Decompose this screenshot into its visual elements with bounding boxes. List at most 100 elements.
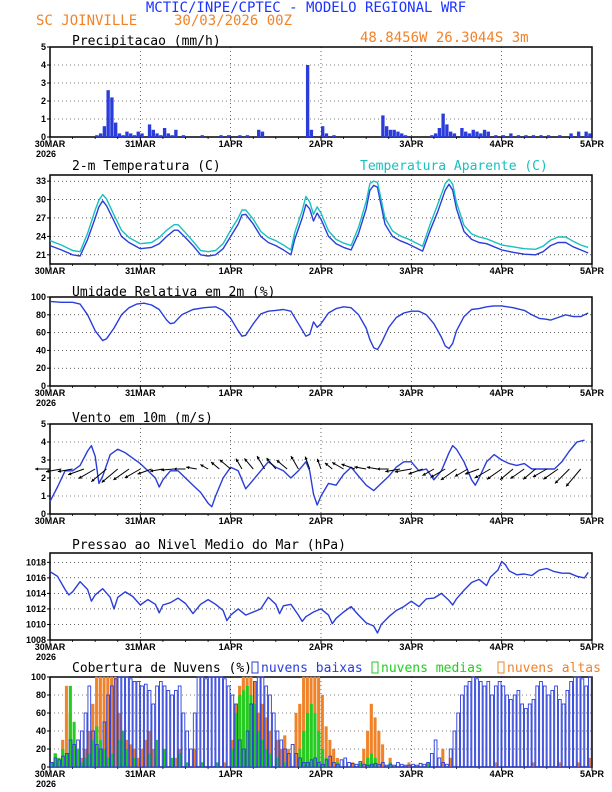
low-clouds-bar — [486, 681, 491, 768]
low-clouds-bar — [98, 748, 103, 768]
clouds-xtick-label: 5APR — [580, 769, 605, 779]
clouds-xtick-label: 3APR — [399, 769, 424, 779]
low-clouds-bar — [460, 694, 464, 768]
precip-bar — [524, 135, 528, 137]
precip-bar — [147, 124, 152, 137]
temp-xtick-label: 30MAR — [35, 266, 66, 276]
low-clouds-bar — [275, 730, 280, 768]
low-clouds-bar — [516, 690, 521, 768]
wind-arrowhead — [464, 471, 469, 475]
pressure-ytick-label: 1014 — [26, 588, 46, 598]
low-clouds-bar — [49, 762, 54, 768]
pressure-xtick-label: 3APR — [399, 642, 424, 652]
wind-arrowhead — [211, 462, 215, 466]
wind-arrowhead — [219, 459, 224, 464]
precip-ytick-label: 1 — [41, 114, 46, 124]
mid-clouds-bar — [305, 712, 310, 768]
low-clouds-bar — [539, 681, 543, 768]
temp-legend-apparent: Temperatura Aparente (C) — [360, 159, 548, 174]
temp-temp-line — [49, 183, 589, 257]
clouds-title: Cobertura de Nuvens (%) — [72, 661, 252, 676]
low-clouds-bar — [143, 683, 148, 768]
wind-arrowhead — [235, 458, 239, 463]
wind-arrowhead — [474, 475, 479, 478]
legend-label-low-clouds: nuvens baixas — [261, 661, 363, 676]
wind-arrow — [554, 468, 570, 484]
low-clouds-bar — [249, 703, 254, 768]
precip-xtick-label: 30MAR — [35, 139, 66, 149]
low-clouds-bar — [350, 762, 355, 768]
low-clouds-bar — [200, 676, 205, 768]
precip-bar — [219, 135, 223, 137]
rh-ytick-label: 100 — [31, 292, 46, 302]
wind-arrowhead — [186, 466, 190, 470]
low-clouds-bar — [222, 678, 227, 768]
rh-xtick-label: 4APR — [490, 388, 515, 398]
pressure-ytick-label: 1008 — [26, 635, 46, 645]
low-clouds-bar — [76, 739, 80, 768]
low-clouds-bar — [328, 755, 333, 768]
wind-ytick-label: 3 — [41, 455, 46, 465]
low-clouds-bar — [509, 699, 513, 768]
rh-xtick-label: 5APR — [580, 388, 605, 398]
legend-label-high-clouds: nuvens altas — [507, 661, 601, 676]
wind-arrowhead — [523, 476, 527, 480]
wind-arrowhead — [532, 474, 537, 478]
low-clouds-bar — [264, 685, 269, 768]
precip-bar — [384, 126, 389, 137]
precip-bar — [546, 135, 551, 137]
low-clouds-bar — [369, 763, 374, 768]
wind-ytick-label: 2 — [41, 473, 46, 483]
wind-arrowhead — [45, 469, 50, 473]
wind-ytick-label: 0 — [41, 509, 46, 519]
low-clouds-bar — [215, 676, 220, 768]
precip-bar — [475, 131, 479, 137]
low-clouds-bar — [493, 685, 498, 768]
precip-bar — [162, 128, 167, 137]
low-clouds-bar — [226, 685, 231, 768]
precip-ytick-label: 0 — [41, 132, 46, 142]
precip-bar — [584, 131, 588, 137]
low-clouds-bar — [520, 703, 525, 768]
wind-arrowhead — [316, 458, 320, 463]
low-clouds-bar — [441, 762, 445, 768]
precip-bar — [159, 135, 163, 137]
wind-arrowhead — [304, 456, 308, 461]
low-clouds-bar — [234, 703, 238, 768]
rh-xtick-label: 31MAR — [125, 388, 156, 398]
wind-arrowhead — [161, 468, 165, 472]
pressure-xtick-label: 2APR — [309, 642, 334, 652]
precip-bar — [448, 131, 453, 137]
precip-bar — [98, 133, 103, 137]
precip-bar — [539, 135, 543, 137]
precip-bar — [576, 131, 581, 137]
wind-arrow — [101, 468, 119, 483]
precip-year-label: 2026 — [36, 149, 56, 159]
low-clouds-bar — [57, 759, 62, 768]
low-clouds-bar — [305, 762, 310, 768]
low-clouds-bar — [403, 764, 408, 768]
low-clouds-bar — [463, 685, 468, 768]
precip-bar — [257, 129, 261, 137]
wind-arrowhead — [394, 469, 399, 474]
precip-bar — [305, 65, 310, 137]
precip-bar — [140, 133, 144, 137]
precip-bar — [95, 135, 99, 137]
low-clouds-bar — [565, 690, 570, 768]
precip-bar — [136, 131, 140, 137]
low-clouds-bar — [561, 703, 566, 768]
low-clouds-bar — [140, 685, 144, 768]
low-clouds-bar — [309, 759, 314, 768]
low-clouds-bar — [366, 764, 370, 768]
low-clouds-bar — [546, 694, 551, 768]
clouds-ytick-label: 20 — [36, 744, 46, 754]
low-clouds-bar — [422, 763, 427, 768]
clouds-ytick-label: 40 — [36, 726, 46, 736]
clouds-ytick-label: 100 — [31, 672, 46, 682]
low-clouds-bar — [445, 763, 449, 768]
precip-bar — [309, 129, 314, 137]
low-clouds-bar — [576, 676, 581, 768]
precip-bar — [433, 133, 438, 137]
precip-xtick-label: 31MAR — [125, 139, 156, 149]
